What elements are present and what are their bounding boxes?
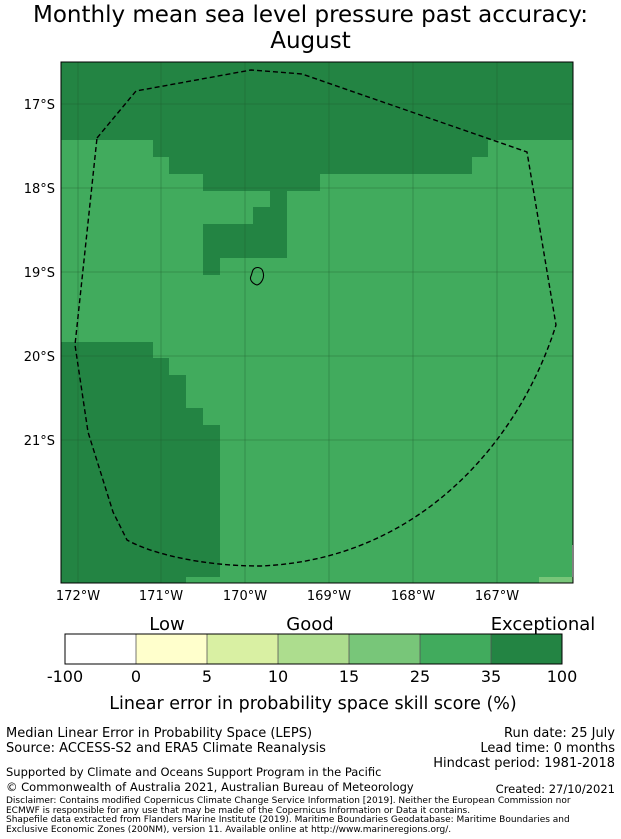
lat-label: 17°S <box>24 98 55 113</box>
eez-boundary <box>74 69 557 567</box>
colorbar-swatch <box>491 634 562 664</box>
exceptional-southwest-region <box>61 342 220 583</box>
disclaimer-block: Disclaimer: Contains modified Copernicus… <box>6 796 616 835</box>
created-date: Created: 27/10/2021 <box>495 782 615 796</box>
colorbar-swatch <box>65 634 136 664</box>
colorbar-swatch <box>278 634 349 664</box>
created-block: Created: 27/10/2021 <box>496 783 615 796</box>
colorbar-tick: 100 <box>547 667 578 686</box>
lat-label: 21°S <box>24 434 55 449</box>
source-text: Source: ACCESS-S2 and ERA5 Climate Reana… <box>6 741 326 756</box>
colorbar-swatch <box>349 634 420 664</box>
colorbar-frame <box>64 633 563 665</box>
longitude-labels: 172°W 171°W 170°W 169°W 168°W 167°W <box>56 589 519 604</box>
island-outline <box>249 267 265 286</box>
colorbar-swatch <box>207 634 278 664</box>
colorbar-swatch <box>136 634 207 664</box>
latitude-labels: 17°S 18°S 19°S 20°S 21°S <box>24 98 55 449</box>
lon-label: 167°W <box>475 589 519 604</box>
disclaimer-line: ECMWF is responsible for any use that ma… <box>6 805 471 816</box>
lower-skill-cell <box>539 577 573 583</box>
exceptional-north-region <box>61 62 573 275</box>
run-date: Run date: 25 July <box>504 726 615 741</box>
lead-time: Lead time: 0 months <box>480 741 615 756</box>
lat-label: 18°S <box>24 182 55 197</box>
colorbar-dividers <box>135 634 492 664</box>
lon-label: 172°W <box>56 589 100 604</box>
hindcast-period: Hindcast period: 1981-2018 <box>433 756 615 771</box>
legend-good: Good <box>286 614 333 635</box>
colorbar-tick: 15 <box>339 667 359 686</box>
disclaimer-line: Disclaimer: Contains modified Copernicus… <box>6 796 571 806</box>
colorbar: Low Good Exceptional -100 0 5 10 15 25 3… <box>47 614 595 714</box>
copyright-text: © Commonwealth of Australia 2021, Austra… <box>6 780 414 794</box>
metric-text: Median Linear Error in Probability Space… <box>6 726 313 741</box>
colorbar-tick: 10 <box>268 667 288 686</box>
map-frame <box>60 61 574 584</box>
skill-map <box>60 61 574 584</box>
support-text: Supported by Climate and Oceans Support … <box>6 765 382 779</box>
colorbar-title: Linear error in probability space skill … <box>109 694 517 714</box>
colorbar-tick: 35 <box>481 667 501 686</box>
shapefile-line: Shapefile data extracted from Flanders M… <box>6 815 570 825</box>
colorbar-tick: 0 <box>131 667 141 686</box>
legend-low: Low <box>149 614 184 635</box>
lat-label: 19°S <box>24 266 55 281</box>
page-title: Monthly mean sea level pressure past acc… <box>0 2 621 54</box>
lon-label: 171°W <box>139 589 183 604</box>
title-line-2: August <box>270 28 351 54</box>
footer-right-block: Run date: 25 July Lead time: 0 months Hi… <box>433 726 615 771</box>
legend-exceptional: Exceptional <box>491 614 596 635</box>
shapefile-line: Exclusive Economic Zones (200NM), versio… <box>6 824 452 835</box>
lat-label: 20°S <box>24 350 55 365</box>
title-line-1: Monthly mean sea level pressure past acc… <box>33 2 588 28</box>
lon-label: 168°W <box>391 589 435 604</box>
footer-left-block: Median Linear Error in Probability Space… <box>6 726 326 756</box>
lon-label: 169°W <box>307 589 351 604</box>
lon-label: 170°W <box>223 589 267 604</box>
colorbar-tick: -100 <box>47 667 83 686</box>
colorbar-tick: 25 <box>410 667 430 686</box>
colorbar-swatch <box>420 634 491 664</box>
colorbar-tick: 5 <box>202 667 212 686</box>
support-block: Supported by Climate and Oceans Support … <box>6 766 414 794</box>
